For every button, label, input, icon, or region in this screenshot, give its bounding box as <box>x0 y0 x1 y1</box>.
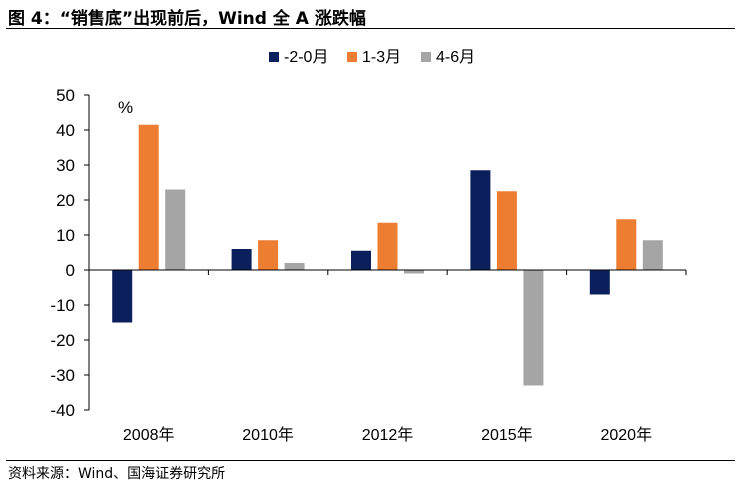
y-axis: 50 40 30 20 10 0 -10 -20 -30 -40 <box>50 86 90 420</box>
bar-3-2010年 <box>284 263 305 270</box>
x-category-label: 2020年 <box>600 426 652 444</box>
x-category-label: 2015年 <box>481 426 533 444</box>
bar-1-2008年 <box>112 270 133 323</box>
legend-label: 4-6月 <box>436 49 475 66</box>
bar-1-2012年 <box>351 250 371 270</box>
bar-3-2020年 <box>642 240 663 270</box>
y-tick-label: 0 <box>66 261 75 280</box>
top-divider <box>6 28 735 29</box>
bar-1-2015年 <box>470 170 491 270</box>
legend-swatch <box>347 52 357 62</box>
y-unit-label: % <box>118 98 133 117</box>
x-axis: 2008年 2010年 2012年 2015年 2020年 <box>88 269 687 444</box>
bottom-divider <box>6 460 735 461</box>
bar-2-2008年 <box>138 124 159 270</box>
bar-3-2015年 <box>523 270 544 386</box>
bar-1-2010年 <box>231 249 252 270</box>
bar-2-2020年 <box>616 219 637 270</box>
y-tick-label: 40 <box>56 121 75 140</box>
legend-swatch <box>269 52 279 62</box>
bar-2-2010年 <box>258 240 279 270</box>
bar-chart: -2-0月 1-3月 4-6月 50 40 30 20 10 0 -10 -20 -30 -40 20… <box>50 49 687 444</box>
y-tick-label: 10 <box>56 226 75 245</box>
y-tick-label: -20 <box>50 331 75 350</box>
x-category-label: 2008年 <box>123 426 175 444</box>
y-tick-label: -30 <box>50 366 75 385</box>
y-tick-label: 30 <box>56 156 75 175</box>
y-tick-label: 50 <box>56 86 75 105</box>
bar-3-2008年 <box>165 189 186 270</box>
legend-label: -2-0月 <box>284 49 328 66</box>
bars <box>112 124 663 386</box>
legend-label: 1-3月 <box>362 49 401 66</box>
legend: -2-0月 1-3月 4-6月 <box>269 49 475 66</box>
bar-1-2020年 <box>589 270 610 295</box>
bar-3-2012年 <box>404 270 424 274</box>
y-tick-label: -10 <box>50 296 75 315</box>
legend-swatch <box>421 52 431 62</box>
x-category-label: 2010年 <box>242 426 294 444</box>
bar-2-2015年 <box>496 191 517 270</box>
y-tick-label: 20 <box>56 191 75 210</box>
y-tick-label: -40 <box>50 401 75 420</box>
x-category-label: 2012年 <box>362 426 414 444</box>
bar-2-2012年 <box>377 222 398 270</box>
source-note: 资料来源：Wind、国海证券研究所 <box>8 466 226 482</box>
figure-title: 图 4：“销售底”出现前后，Wind 全 A 涨跌幅 <box>8 9 366 29</box>
